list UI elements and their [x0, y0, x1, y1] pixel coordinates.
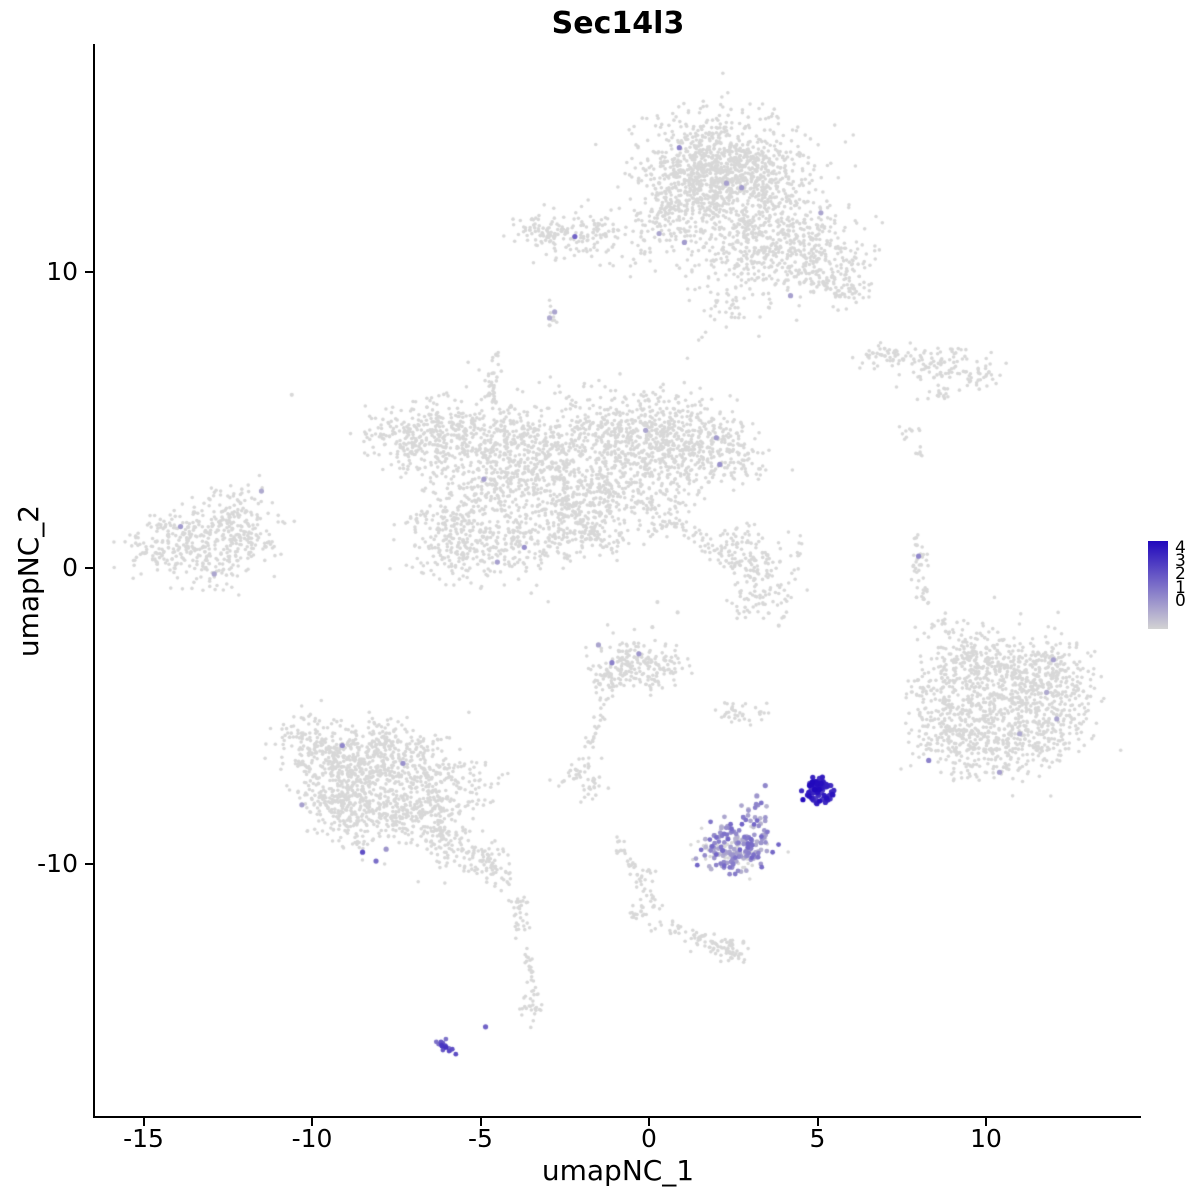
x-tick-label: -5	[468, 1124, 493, 1153]
y-tick-mark	[85, 271, 93, 273]
x-tick-label: -10	[291, 1124, 333, 1153]
legend-gradient-bar	[1148, 541, 1168, 629]
x-tick-mark	[985, 1118, 987, 1126]
legend-tick-label: 2	[1175, 564, 1186, 585]
legend-tick-label: 1	[1175, 577, 1186, 598]
x-tick-label: 5	[809, 1124, 826, 1153]
y-axis-title: umapNC_2	[12, 504, 45, 658]
y-axis-line	[93, 44, 95, 1118]
x-tick-label: 10	[970, 1124, 1002, 1153]
x-axis-line	[93, 1116, 1141, 1118]
y-tick-label: 10	[46, 257, 78, 286]
y-tick-mark	[85, 567, 93, 569]
x-tick-mark	[816, 1118, 819, 1126]
x-tick-mark	[311, 1118, 313, 1126]
x-tick-mark	[479, 1118, 482, 1126]
x-tick-label: -15	[123, 1124, 164, 1153]
x-axis-title: umapNC_1	[541, 1154, 695, 1187]
y-tick-label: -10	[37, 849, 78, 878]
plot-title: Sec14l3	[551, 6, 685, 41]
x-tick-mark	[142, 1118, 145, 1126]
legend-tick-label: 3	[1175, 551, 1186, 572]
legend-tick-label: 4	[1175, 538, 1186, 558]
y-tick-label: 0	[62, 553, 78, 582]
x-tick-label: 0	[641, 1124, 657, 1153]
x-tick-mark	[648, 1118, 650, 1126]
y-tick-mark	[85, 863, 93, 865]
legend-tick-label: 0	[1175, 590, 1186, 611]
